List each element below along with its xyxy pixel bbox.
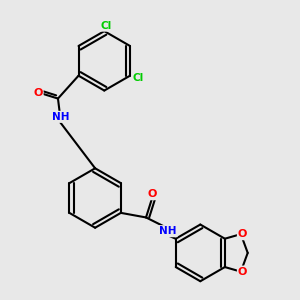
Text: O: O xyxy=(147,189,157,199)
Text: O: O xyxy=(238,229,247,239)
Text: Cl: Cl xyxy=(101,21,112,31)
Text: O: O xyxy=(33,88,43,98)
Text: NH: NH xyxy=(52,112,70,122)
Text: O: O xyxy=(238,267,247,277)
Text: Cl: Cl xyxy=(133,73,144,83)
Text: NH: NH xyxy=(159,226,177,236)
